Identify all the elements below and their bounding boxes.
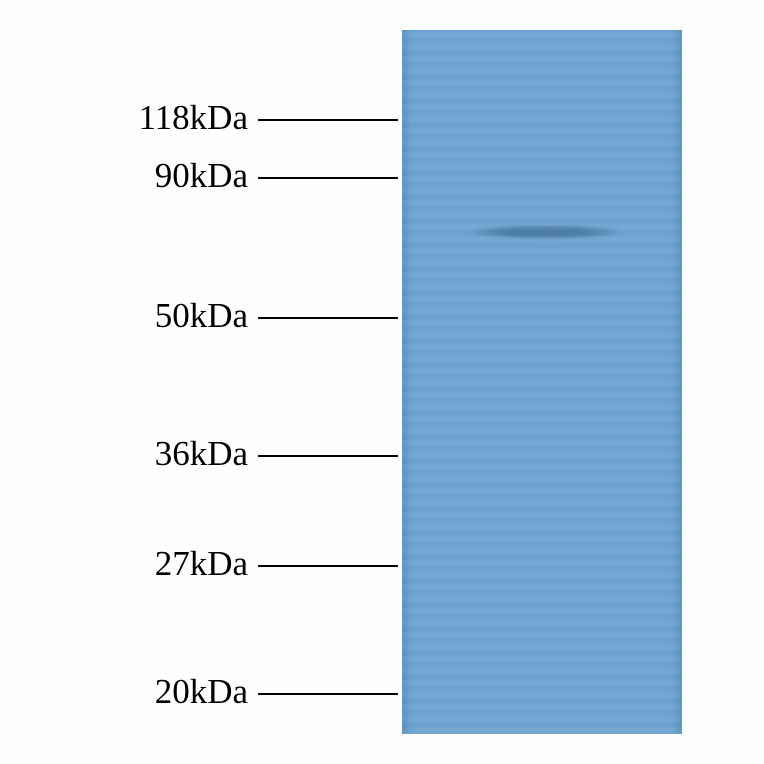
mw-label-1: 90kDa: [48, 156, 248, 196]
mw-label-3: 36kDa: [48, 434, 248, 474]
protein-band: [470, 226, 620, 238]
figure-canvas: 118kDa 90kDa 50kDa 36kDa 27kDa 20kDa: [0, 0, 764, 764]
mw-label-2: 50kDa: [48, 296, 248, 336]
mw-tick-1: [258, 177, 398, 179]
mw-label-4: 27kDa: [48, 544, 248, 584]
mw-tick-0: [258, 119, 398, 121]
mw-tick-3: [258, 455, 398, 457]
mw-tick-5: [258, 693, 398, 695]
mw-tick-2: [258, 317, 398, 319]
mw-tick-4: [258, 565, 398, 567]
mw-label-0: 118kDa: [48, 98, 248, 138]
blot-lane: [402, 30, 682, 734]
mw-label-5: 20kDa: [48, 672, 248, 712]
